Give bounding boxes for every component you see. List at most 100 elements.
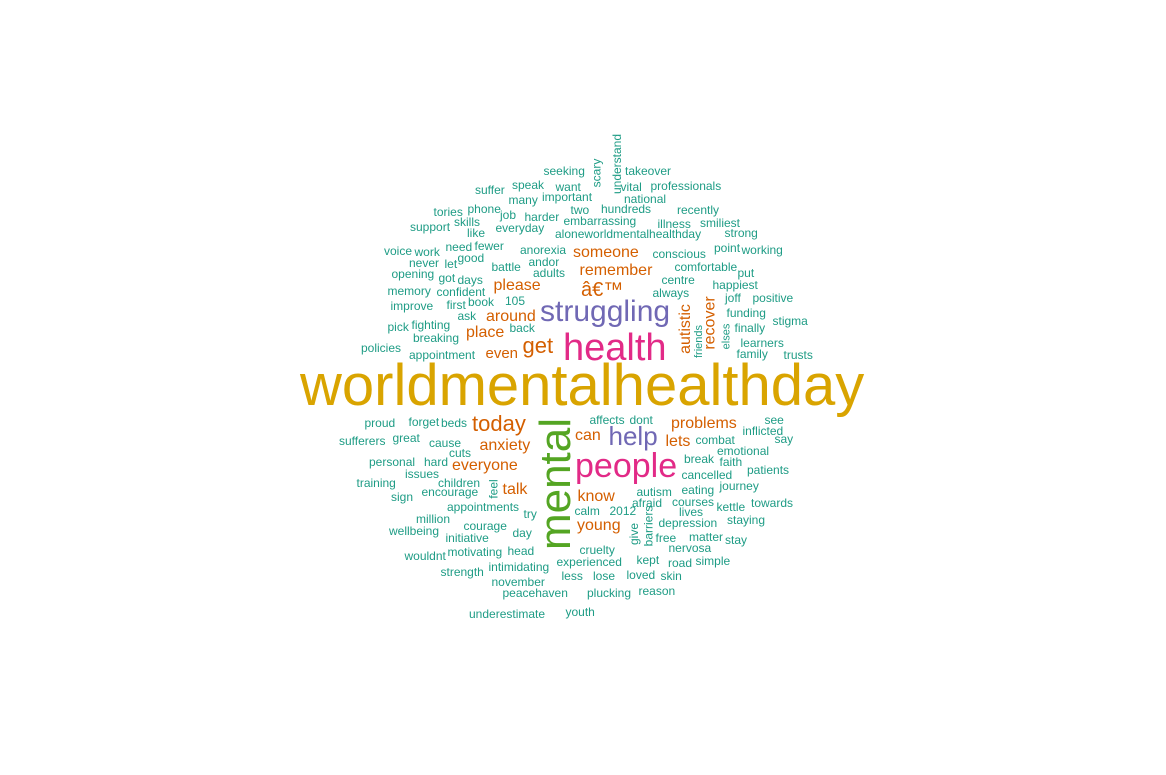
word-156: road [668, 556, 693, 570]
word-8: today [472, 411, 526, 436]
word-54: voice [384, 244, 413, 258]
word-104: see [764, 413, 784, 427]
word-24: know [577, 488, 615, 505]
word-64: andor [528, 255, 560, 269]
word-145: give [627, 522, 642, 546]
word-75: centre [661, 273, 695, 287]
word-48: support [410, 220, 451, 234]
word-154: experienced [556, 555, 622, 569]
word-163: skin [660, 569, 682, 583]
word-41: recently [677, 203, 720, 217]
word-2: mental [531, 417, 581, 551]
word-133: million [416, 512, 451, 526]
word-78: joff [725, 291, 741, 305]
word-85: ask [457, 309, 477, 323]
word-157: simple [695, 554, 731, 568]
word-142: depression [658, 516, 718, 530]
word-141: barriers [640, 505, 655, 547]
word-74: confident [436, 285, 486, 299]
word-72: put [737, 266, 755, 280]
word-95: policies [361, 341, 402, 355]
word-35: many [508, 193, 538, 207]
word-146: free [655, 531, 677, 545]
word-120: training [356, 476, 396, 490]
word-32: want [555, 180, 581, 194]
word-139: wellbeing [389, 524, 440, 538]
word-137: lives [679, 505, 704, 519]
word-101: beds [441, 416, 468, 430]
word-86: stigma [772, 314, 808, 328]
word-76: happiest [712, 278, 758, 292]
word-69: got [438, 271, 456, 285]
word-148: stay [725, 533, 748, 547]
word-118: cancelled [681, 468, 733, 482]
word-49: skills [454, 215, 480, 229]
word-124: sign [391, 490, 414, 504]
word-29: takeover [625, 164, 672, 178]
word-51: everyday [495, 221, 545, 235]
word-161: lose [593, 569, 616, 583]
word-6: help [608, 421, 658, 451]
word-150: motivating [447, 545, 503, 559]
word-125: encourage [421, 485, 479, 499]
word-93: breaking [413, 331, 460, 345]
word-12: please [493, 277, 541, 294]
word-20: lets [665, 433, 691, 450]
word-53: strong [724, 226, 758, 240]
word-65: conscious [652, 247, 706, 261]
word-102: affects [589, 413, 625, 427]
word-158: strength [440, 565, 484, 579]
word-149: wouldnt [404, 549, 446, 563]
word-9: â€™ [581, 279, 624, 301]
word-21: anxiety [479, 437, 531, 454]
word-91: friends [692, 324, 705, 358]
word-10: someone [573, 244, 639, 261]
word-114: hard [424, 455, 449, 469]
word-3: health [563, 327, 667, 369]
word-130: appointments [447, 500, 520, 514]
word-105: inflicted [742, 424, 784, 438]
word-162: loved [626, 568, 656, 582]
word-138: staying [727, 513, 766, 527]
word-31: speak [512, 178, 545, 192]
word-159: intimidating [488, 560, 550, 574]
word-152: cruelty [579, 543, 615, 557]
word-50: like [467, 226, 486, 240]
word-27: scary [588, 158, 603, 188]
word-109: combat [695, 433, 735, 447]
word-123: journey [719, 479, 759, 493]
word-97: trusts [783, 348, 813, 362]
word-18: problems [671, 415, 737, 432]
word-73: memory [387, 284, 431, 298]
word-19: can [575, 427, 601, 444]
word-88: fighting [411, 318, 451, 332]
word-135: calm [574, 504, 600, 518]
word-52: aloneworldmentalhealthday [555, 227, 702, 241]
word-151: head [507, 544, 535, 558]
word-127: autism [636, 485, 672, 499]
word-44: harder [524, 210, 560, 224]
word-59: point [714, 241, 741, 255]
word-87: pick [387, 320, 409, 334]
word-113: personal [369, 455, 416, 469]
word-16: autistic [676, 304, 694, 354]
word-13: around [486, 308, 536, 325]
word-39: two [570, 203, 590, 217]
word-30: suffer [475, 183, 505, 197]
word-168: underestimate [469, 607, 546, 621]
word-122: eating [681, 483, 715, 497]
word-98: appointment [409, 348, 476, 362]
word-40: hundreds [601, 202, 652, 216]
word-99: proud [364, 416, 396, 430]
word-144: day [512, 526, 532, 540]
word-117: issues [405, 467, 440, 481]
word-94: learners [740, 336, 784, 350]
word-33: vital [620, 180, 642, 194]
word-110: say [774, 432, 794, 446]
word-126: feel [486, 479, 501, 499]
word-77: always [652, 286, 690, 300]
word-56: need [445, 240, 473, 254]
word-4: people [575, 447, 678, 485]
word-58: anorexia [520, 243, 567, 257]
